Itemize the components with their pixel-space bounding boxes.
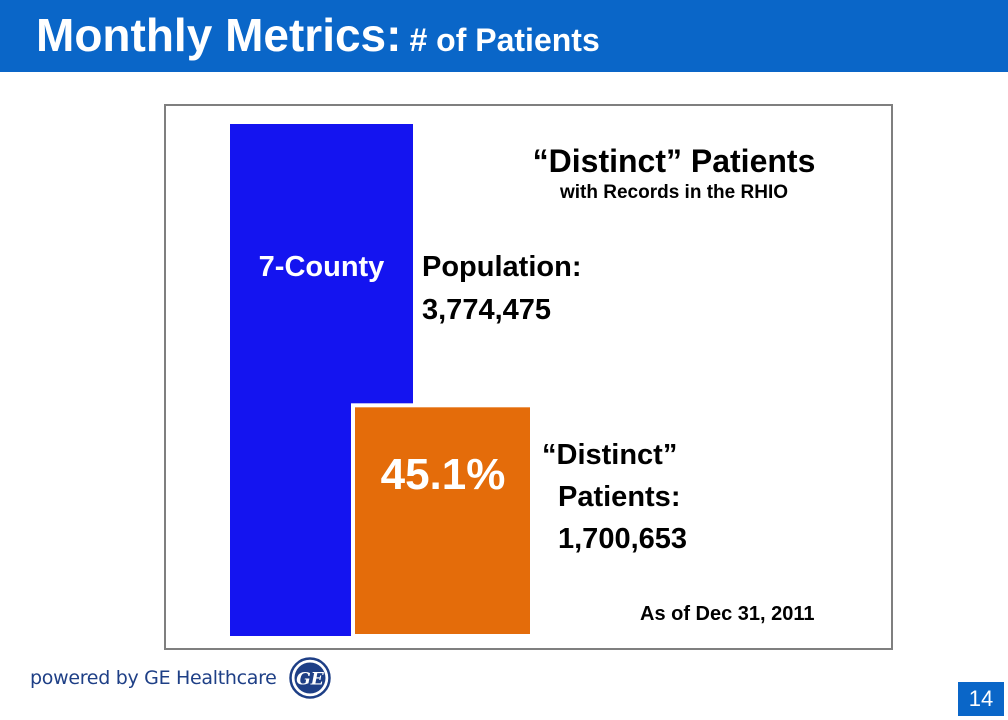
ge-branding: powered by GE Healthcare GE [30, 657, 331, 699]
powered-by-text: powered by GE Healthcare [30, 667, 277, 689]
bar-label-population-heading: Population: [422, 251, 581, 283]
bar-label-distinct-value: 1,700,653 [558, 523, 687, 555]
svg-text:GE: GE [296, 670, 325, 690]
page-number: 14 [958, 682, 1004, 716]
chart-frame: “Distinct” Patients with Records in the R… [164, 104, 893, 650]
ge-logo-icon: GE [288, 657, 331, 699]
bar-label-distinct-heading: “Distinct” [542, 439, 677, 471]
bar-distinct-patients [351, 403, 534, 638]
bar-inner-label-distinct: 45.1% [381, 450, 506, 499]
chart-subtitle: with Records in the RHIO [559, 182, 788, 203]
slide-title: Monthly Metrics: # of Patients [36, 6, 600, 69]
title-bar: Monthly Metrics: # of Patients [0, 0, 1008, 72]
slide-title-sub: # of Patients [409, 22, 600, 58]
slide-title-main: Monthly Metrics: [36, 9, 402, 61]
chart-title: “Distinct” Patients [533, 143, 816, 179]
bar-label-distinct-subheading: Patients: [558, 481, 680, 513]
patients-chart: “Distinct” Patients with Records in the R… [230, 124, 816, 638]
chart-note: As of Dec 31, 2011 [640, 603, 815, 625]
bar-inner-label-population: 7-County [259, 251, 385, 283]
bar-label-population-value: 3,774,475 [422, 294, 551, 326]
